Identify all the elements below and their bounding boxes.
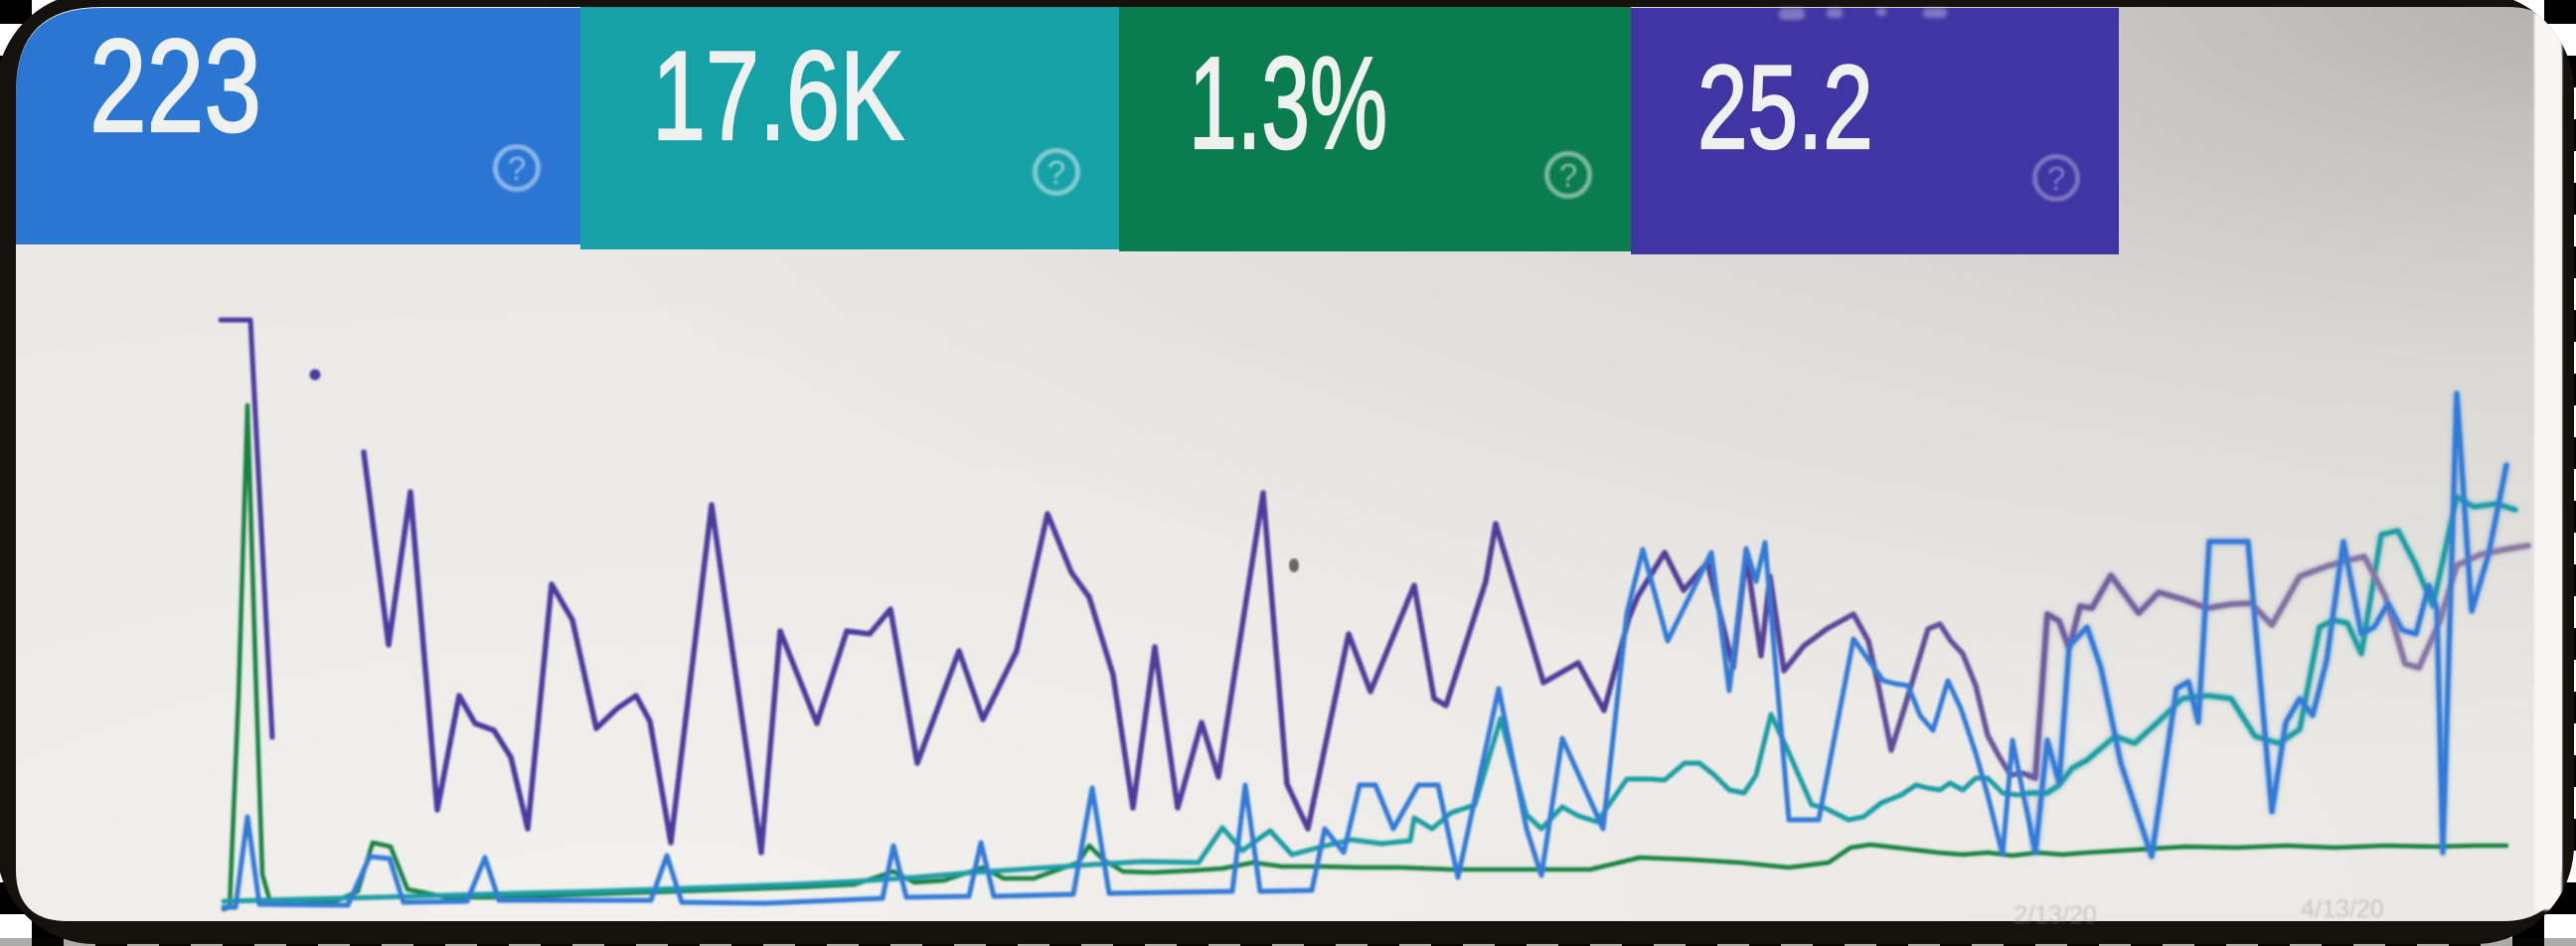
svg-text:?: ? [508, 150, 526, 187]
svg-text:223: 223 [89, 13, 261, 160]
svg-text:1.3%: 1.3% [1189, 30, 1387, 176]
svg-text:2/13/20: 2/13/20 [2013, 901, 2096, 929]
svg-text:25.2: 25.2 [1697, 41, 1873, 174]
svg-text:17.6K: 17.6K [652, 25, 904, 166]
svg-text:?: ? [1559, 157, 1577, 194]
svg-text:4/13/20: 4/13/20 [2301, 895, 2383, 923]
svg-text:?: ? [1047, 154, 1065, 191]
svg-text:?: ? [2047, 160, 2065, 197]
